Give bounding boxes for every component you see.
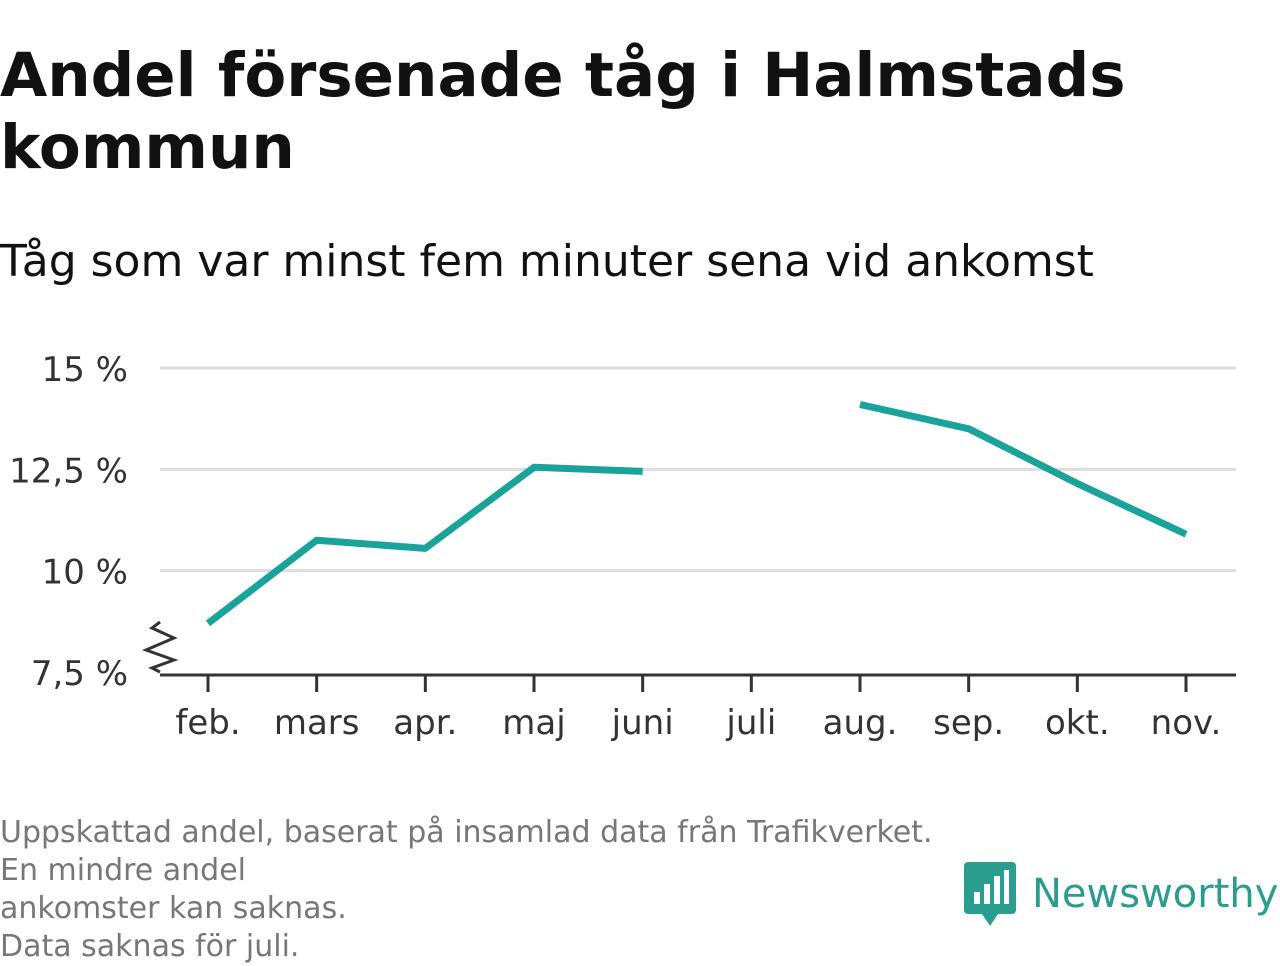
y-tick-label: 12,5 % xyxy=(9,451,128,491)
footnote: Uppskattad andel, baserat på insamlad da… xyxy=(0,814,940,966)
x-tick-label: juni xyxy=(611,703,674,743)
bar-chart-bubble-icon xyxy=(964,862,1016,926)
series-line xyxy=(859,401,1188,538)
footnote-line-3: Data saknas för juli. xyxy=(0,929,300,964)
x-tick-label: mars xyxy=(274,703,360,743)
x-tick-label: sep. xyxy=(933,703,1004,743)
chart-subtitle: Tåg som var minst fem minuter sena vid a… xyxy=(0,236,1094,287)
axis-break-mark xyxy=(141,620,179,674)
x-tick-label: nov. xyxy=(1151,703,1222,743)
y-tick-label: 7,5 % xyxy=(31,654,128,694)
x-tick-label: apr. xyxy=(393,703,457,743)
x-tick-label: feb. xyxy=(175,703,240,743)
x-tick-label: aug. xyxy=(823,703,898,743)
chart-title: Andel försenade tåg i Halmstads kommun xyxy=(0,40,1126,183)
y-tick-label: 10 % xyxy=(42,553,128,593)
y-tick-label: 15 % xyxy=(42,350,128,390)
footnote-line-2: ankomster kan saknas. xyxy=(0,891,347,926)
x-tick-label: juli xyxy=(725,703,776,743)
x-tick-label: maj xyxy=(502,703,565,743)
brand-logo: Newsworthy xyxy=(964,862,1278,926)
brand-name: Newsworthy xyxy=(1032,871,1279,917)
x-tick-label: okt. xyxy=(1045,703,1110,743)
series-line xyxy=(205,463,643,627)
footnote-line-1: Uppskattad andel, baserat på insamlad da… xyxy=(0,815,933,888)
